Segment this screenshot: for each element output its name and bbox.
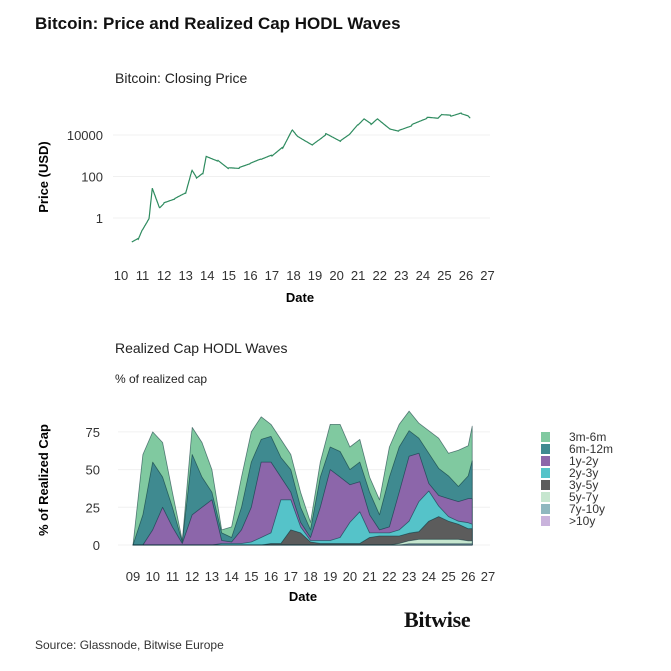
hodl-chart-title: Realized Cap HODL Waves (115, 340, 288, 356)
x-tick-label: 10 (145, 569, 159, 584)
legend-label-1y-2y: 1y-2y (569, 454, 598, 468)
x-tick-label: 22 (372, 268, 386, 283)
legend-label-7y-10y: 7y-10y (569, 502, 605, 516)
x-axis-label: Date (289, 589, 317, 604)
x-tick-label: 21 (362, 569, 376, 584)
x-tick-label: 12 (185, 569, 199, 584)
x-tick-label: 10 (114, 268, 128, 283)
legend-label-gt10y: >10y (569, 514, 595, 528)
legend-swatch-6m-12m (541, 444, 550, 454)
x-tick-label: 15 (222, 268, 236, 283)
x-tick-label: 13 (205, 569, 219, 584)
area-6m-12m (132, 430, 473, 546)
x-tick-label: 11 (166, 569, 180, 584)
x-tick-label: 19 (323, 569, 337, 584)
x-tick-label: 16 (264, 569, 278, 584)
x-tick-label: 09 (126, 569, 140, 584)
legend-swatch-1y-2y (541, 456, 550, 466)
x-tick-label: 16 (243, 268, 257, 283)
area-gt10y (132, 544, 473, 546)
hodl-chart-subtitle: % of realized cap (115, 372, 208, 386)
legend-swatch-3y-5y (541, 480, 550, 490)
x-tick-label: 19 (308, 268, 322, 283)
x-tick-label: 26 (461, 569, 475, 584)
legend-label-6m-12m: 6m-12m (569, 442, 613, 456)
x-tick-label: 18 (303, 569, 317, 584)
legend-label-3y-5y: 3y-5y (569, 478, 598, 492)
x-tick-label: 20 (343, 569, 357, 584)
x-tick-label: 23 (402, 569, 416, 584)
legend-swatch-3m-6m (541, 432, 550, 442)
x-tick-label: 12 (157, 268, 171, 283)
x-tick-label: 25 (441, 569, 455, 584)
x-tick-label: 27 (481, 569, 495, 584)
source-note: Source: Glassnode, Bitwise Europe (35, 638, 224, 652)
x-tick-label: 15 (244, 569, 258, 584)
x-axis-label: Date (286, 290, 314, 305)
y-tick-label: 75 (86, 425, 100, 440)
x-tick-label: 25 (437, 268, 451, 283)
price-line (131, 112, 471, 243)
y-axis-label: Price (USD) (36, 141, 51, 213)
x-tick-label: 22 (382, 569, 396, 584)
y-axis-label: % of Realized Cap (36, 424, 51, 536)
x-tick-label: 27 (480, 268, 494, 283)
x-tick-label: 17 (265, 268, 279, 283)
x-tick-label: 23 (394, 268, 408, 283)
y-tick-label: 10000 (67, 128, 103, 143)
legend-label-3m-6m: 3m-6m (569, 430, 606, 444)
price-chart-title: Bitcoin: Closing Price (115, 70, 248, 86)
legend-swatch-5y-7y (541, 492, 550, 502)
legend-swatch-gt10y (541, 516, 550, 526)
price-chart: 1 100 10000 10 11 12 13 14 15 16 17 18 19 20 21 22 23 24 2… (36, 112, 495, 305)
legend-swatch-2y-3y (541, 468, 550, 478)
x-tick-label: 24 (416, 268, 430, 283)
hodl-chart: 0 25 50 75 09 10 11 12 13 14 15 16 17 18 19 20 21 22 23 24 2… (36, 410, 613, 604)
x-tick-label: 18 (286, 268, 300, 283)
y-tick-label: 0 (93, 538, 100, 553)
x-tick-label: 26 (459, 268, 473, 283)
x-tick-label: 14 (224, 569, 238, 584)
x-tick-label: 21 (351, 268, 365, 283)
x-tick-label: 24 (422, 569, 436, 584)
y-tick-label: 1 (96, 211, 103, 226)
y-tick-label: 100 (81, 170, 103, 185)
x-tick-label: 13 (178, 268, 192, 283)
figure-title: Bitcoin: Price and Realized Cap HODL Wav… (35, 14, 401, 33)
x-tick-label: 20 (329, 268, 343, 283)
legend-swatch-7y-10y (541, 504, 550, 514)
bitwise-logo: Bitwise (404, 607, 471, 632)
y-tick-label: 50 (86, 463, 100, 478)
legend-label-2y-3y: 2y-3y (569, 466, 598, 480)
y-tick-label: 25 (86, 500, 100, 515)
legend-label-5y-7y: 5y-7y (569, 490, 598, 504)
x-tick-label: 14 (200, 268, 214, 283)
x-tick-label: 11 (136, 268, 150, 283)
x-tick-label: 17 (284, 569, 298, 584)
